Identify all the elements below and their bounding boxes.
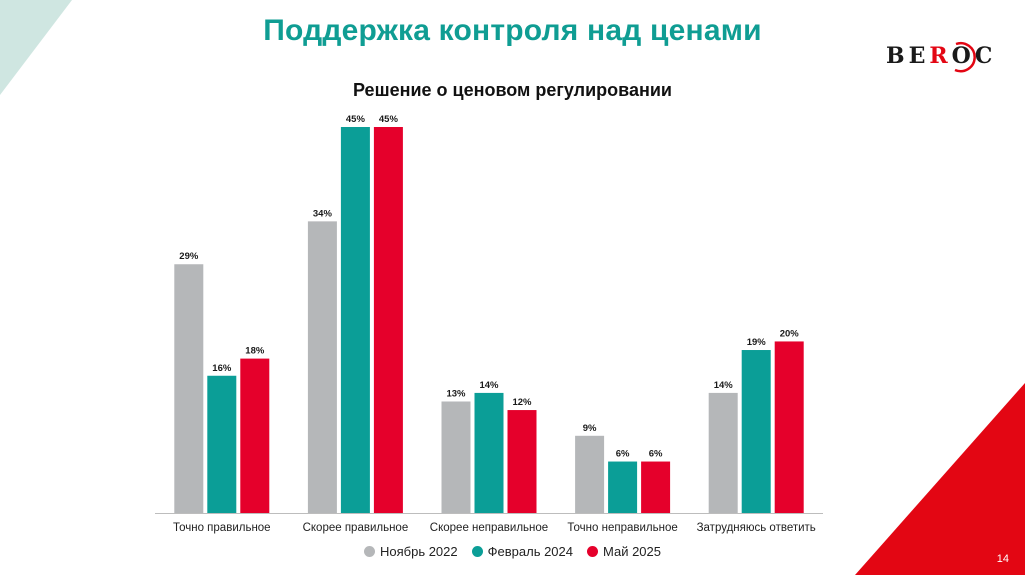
data-label-nov2022-0: 29% bbox=[179, 251, 199, 262]
bar-may2025-4 bbox=[774, 341, 804, 513]
legend-swatch-nov2022 bbox=[363, 546, 375, 557]
legend-item-may2025: Май 2025 bbox=[587, 544, 661, 559]
bar-nov2022-1 bbox=[307, 221, 337, 513]
category-label-0: Точно правильное bbox=[173, 522, 271, 534]
legend-label-may2025: Май 2025 bbox=[603, 544, 661, 559]
data-label-feb2024-0: 16% bbox=[212, 363, 232, 374]
legend-swatch-may2025 bbox=[587, 546, 598, 557]
bar-feb2024-4 bbox=[741, 350, 771, 513]
bar-may2025-0 bbox=[240, 358, 270, 513]
logo-ring-icon bbox=[954, 42, 976, 73]
legend-item-nov2022: Ноябрь 2022 bbox=[363, 544, 458, 559]
category-label-3: Точно неправильное bbox=[567, 522, 677, 534]
bar-nov2022-2 bbox=[441, 401, 471, 513]
page-number: 14 bbox=[996, 553, 1009, 565]
data-label-nov2022-4: 14% bbox=[714, 380, 734, 391]
logo-accent: R bbox=[929, 43, 952, 69]
logo-prefix: BE bbox=[886, 43, 930, 69]
data-label-may2025-1: 45% bbox=[379, 114, 399, 125]
data-label-feb2024-1: 45% bbox=[346, 114, 366, 125]
logo-suffix: OC bbox=[951, 43, 997, 69]
data-label-feb2024-2: 14% bbox=[479, 380, 499, 391]
slide-title: Поддержка контроля над ценами bbox=[263, 14, 762, 47]
bar-feb2024-0 bbox=[207, 375, 237, 513]
legend-item-feb2024: Февраль 2024 bbox=[471, 544, 573, 559]
corner-red-triangle bbox=[855, 383, 1025, 575]
data-label-may2025-4: 20% bbox=[780, 328, 800, 339]
chart-title: Решение о ценовом регулировании bbox=[353, 80, 672, 100]
bar-feb2024-2 bbox=[474, 392, 504, 513]
beroc-logo: BEROC bbox=[886, 40, 996, 74]
data-label-feb2024-3: 6% bbox=[616, 449, 630, 460]
legend-label-nov2022: Ноябрь 2022 bbox=[379, 544, 458, 559]
bar-nov2022-0 bbox=[174, 264, 204, 513]
bar-may2025-1 bbox=[373, 127, 403, 513]
data-label-may2025-3: 6% bbox=[649, 449, 663, 460]
legend-swatch-feb2024 bbox=[471, 546, 483, 557]
category-label-1: Скорее правильное bbox=[303, 522, 409, 534]
data-label-may2025-2: 12% bbox=[512, 397, 532, 408]
bar-may2025-3 bbox=[641, 461, 671, 513]
category-label-4: Затрудняюсь ответить bbox=[697, 522, 816, 534]
legend-label-feb2024: Февраль 2024 bbox=[487, 544, 573, 559]
logo-text: BEROC bbox=[886, 43, 996, 69]
data-label-nov2022-3: 9% bbox=[583, 423, 597, 434]
bar-may2025-2 bbox=[507, 410, 537, 513]
bar-nov2022-4 bbox=[708, 392, 738, 513]
data-label-feb2024-4: 19% bbox=[747, 337, 767, 348]
data-label-nov2022-1: 34% bbox=[313, 208, 333, 219]
category-label-2: Скорее неправильное bbox=[430, 522, 548, 534]
data-label-nov2022-2: 13% bbox=[446, 388, 466, 399]
bar-nov2022-3 bbox=[575, 435, 605, 513]
corner-teal-triangle bbox=[0, 0, 72, 95]
data-label-may2025-0: 18% bbox=[245, 346, 265, 357]
bar-feb2024-3 bbox=[608, 461, 638, 513]
bar-feb2024-1 bbox=[340, 127, 370, 513]
chart-legend: Ноябрь 2022 Февраль 2024 Май 2025 bbox=[0, 544, 1025, 559]
